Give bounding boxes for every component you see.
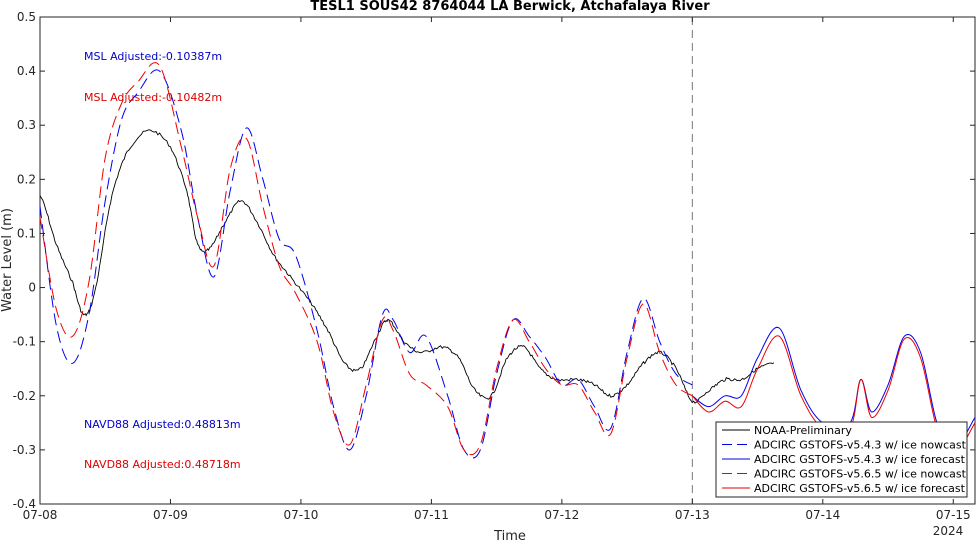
x-tick-label: 07-11	[414, 508, 449, 522]
chart-title: TESL1 SOUS42 8764044 LA Berwick, Atchafa…	[310, 0, 710, 14]
legend-entry: ADCIRC GSTOFS-v5.4.3 w/ ice nowcast	[754, 439, 967, 452]
y-tick-label: 0	[28, 281, 36, 295]
series-line-1	[39, 69, 693, 459]
plot-area: 07-08 07-09 07-10 07-11 07-12 07-13 07-14 07-15…	[13, 10, 976, 522]
y-tick-label: -0.3	[13, 443, 36, 457]
y-tick-label: -0.2	[13, 389, 36, 403]
x-axis-ticks: 07-08 07-09 07-10 07-11 07-12 07-13 07-14 07-15	[23, 17, 971, 522]
legend-entry: ADCIRC GSTOFS-v5.6.5 w/ ice forecast	[754, 482, 966, 495]
x-axis-year-label: 2024	[933, 524, 964, 538]
x-tick-label: 07-08	[23, 508, 58, 522]
annotation-2: NAVD88 Adjusted:0.48813m	[84, 418, 241, 431]
y-axis-label: Water Level (m)	[0, 208, 15, 312]
y-axis-ticks: -0.4 -0.3 -0.2 -0.1 0 0.1 0.2 0.3 0.4 0.5	[13, 10, 975, 511]
x-tick-label: 07-13	[675, 508, 710, 522]
annotation-3: NAVD88 Adjusted:0.48718m	[84, 458, 241, 471]
x-axis-label: Time	[493, 529, 526, 541]
y-tick-label: 0.4	[17, 64, 36, 78]
annotation-1: MSL Adjusted:-0.10482m	[84, 91, 222, 104]
y-tick-label: 0.5	[17, 10, 36, 24]
legend-entry: ADCIRC GSTOFS-v5.6.5 w/ ice nowcast	[754, 468, 967, 481]
series-line-0	[39, 129, 775, 404]
annotations: MSL Adjusted:-0.10387m MSL Adjusted:-0.10…	[84, 50, 241, 471]
y-tick-label: -0.1	[13, 335, 36, 349]
y-tick-label: 0.2	[17, 172, 36, 186]
x-tick-label: 07-10	[283, 508, 318, 522]
y-tick-label: -0.4	[13, 497, 36, 511]
annotation-0: MSL Adjusted:-0.10387m	[84, 50, 222, 63]
x-tick-label: 07-12	[544, 508, 579, 522]
y-tick-label: 0.3	[17, 118, 36, 132]
legend-entry: ADCIRC GSTOFS-v5.4.3 w/ ice forecast	[754, 453, 966, 466]
legend-entry: NOAA-Preliminary	[754, 424, 852, 437]
x-tick-label: 07-14	[805, 508, 840, 522]
series-line-3	[39, 62, 693, 456]
y-tick-label: 0.1	[17, 226, 36, 240]
x-tick-label: 07-09	[153, 508, 188, 522]
legend-box	[715, 421, 968, 498]
x-tick-label: 07-15	[936, 508, 971, 522]
legend: NOAA-Preliminary ADCIRC GSTOFS-v5.4.3 w/ …	[715, 421, 968, 498]
